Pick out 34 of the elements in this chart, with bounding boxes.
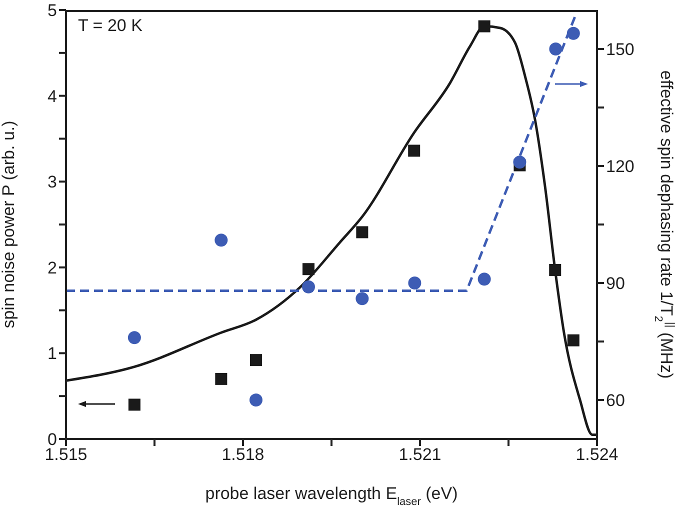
annotation: T = 20 K: [78, 16, 142, 36]
point: [478, 272, 491, 286]
y-tick-label: 3: [48, 172, 57, 192]
point: [408, 144, 420, 157]
y-tick-label: 4: [48, 86, 57, 106]
point: [249, 394, 262, 406]
point: [478, 20, 490, 32]
y-axis-title: spin noise power P (arb. u.): [0, 120, 18, 328]
y-tick-label: 1: [48, 344, 57, 364]
y-tick-label: 5: [48, 1, 57, 20]
point: [214, 234, 228, 247]
x-axis-title: probe laser wavelength E$_{laser}$ (eV): [205, 484, 458, 508]
point: [549, 42, 562, 56]
x-tick-label: 1.524: [576, 445, 618, 464]
y2-tick-label: 150: [606, 40, 634, 60]
y2-tick-label: 60: [606, 391, 625, 410]
y2-tick-label: 120: [606, 157, 634, 176]
x-tick-label: 1.518: [222, 445, 264, 464]
point: [128, 331, 141, 344]
point: [513, 156, 526, 169]
y-tick-label: 2: [48, 258, 57, 278]
point: [566, 26, 580, 40]
point: [356, 226, 368, 238]
point: [408, 276, 422, 290]
point: [215, 372, 228, 385]
point: [356, 292, 369, 306]
point: [250, 354, 262, 366]
point: [302, 263, 314, 276]
y2-tick-label: 90: [606, 274, 625, 294]
x-tick-label: 1.521: [398, 445, 442, 464]
point: [128, 398, 140, 411]
point: [567, 334, 580, 346]
point: [549, 264, 562, 276]
point: [302, 280, 315, 294]
